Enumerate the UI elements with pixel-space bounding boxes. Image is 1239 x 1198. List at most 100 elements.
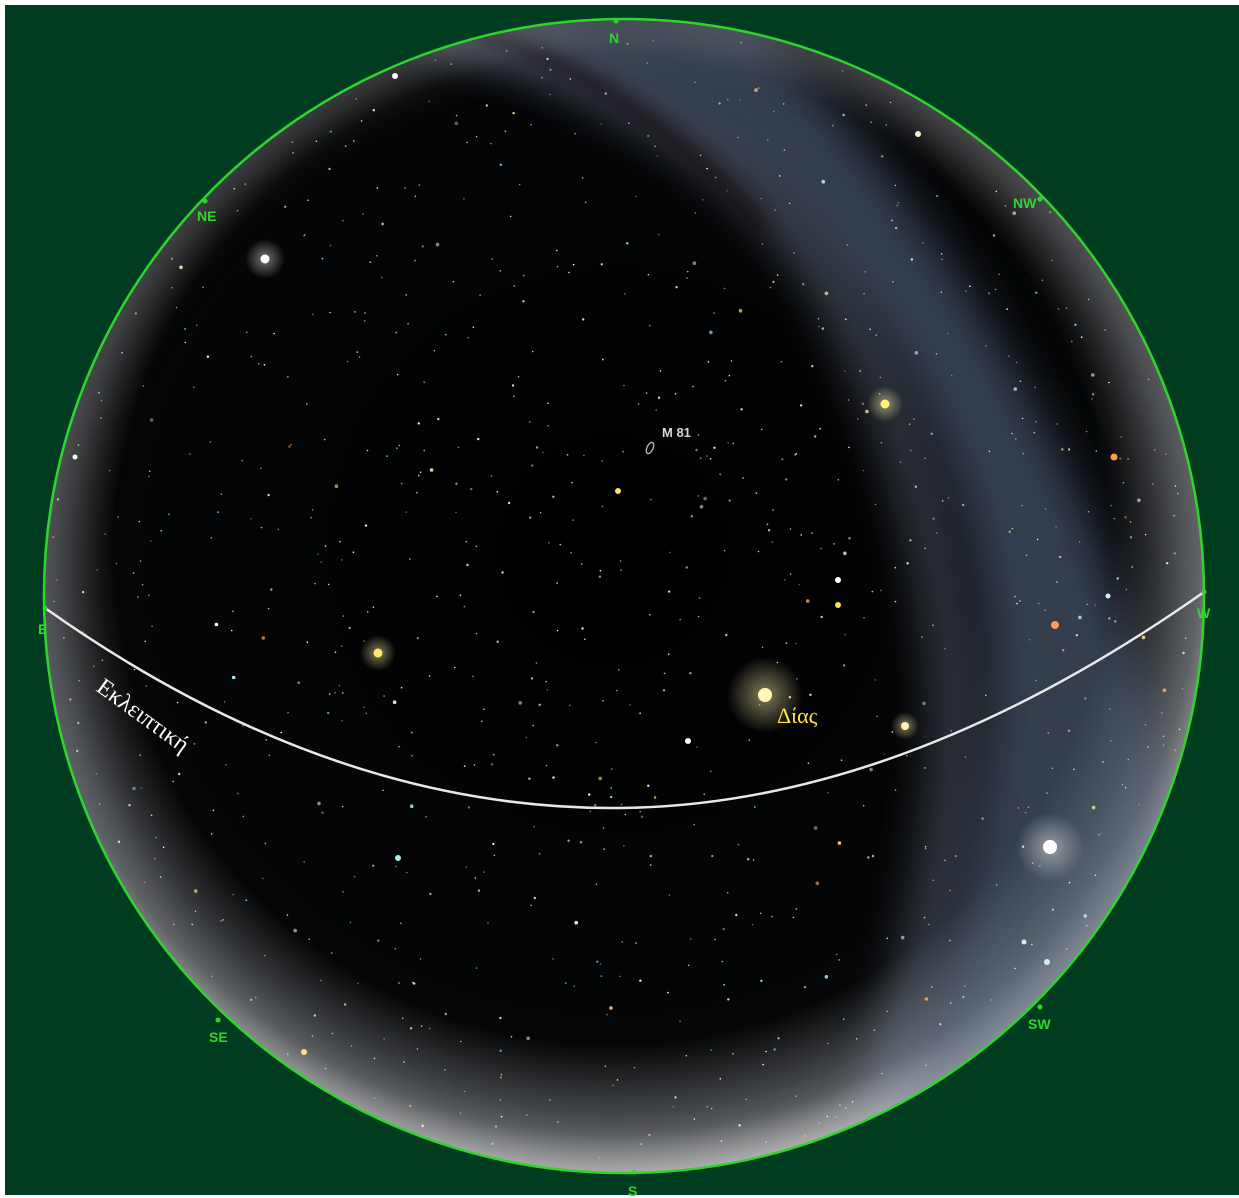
- tick-s: [631, 1169, 637, 1175]
- faint-star: [250, 355, 253, 358]
- faint-star: [689, 672, 692, 675]
- faint-star: [848, 446, 850, 449]
- faint-star: [546, 688, 549, 691]
- faint-star: [713, 312, 715, 314]
- faint-star: [803, 986, 807, 989]
- faint-star: [329, 311, 331, 314]
- faint-star: [745, 1098, 748, 1101]
- faint-star: [490, 475, 493, 477]
- faint-star: [864, 271, 867, 273]
- faint-star: [792, 916, 795, 919]
- faint-star: [653, 796, 657, 799]
- faint-star: [349, 921, 352, 924]
- faint-star: [409, 804, 414, 808]
- tick-w: [1201, 589, 1207, 595]
- faint-star: [843, 370, 846, 372]
- faint-star: [602, 358, 604, 361]
- faint-star: [395, 331, 398, 334]
- faint-star: [1184, 637, 1187, 639]
- faint-star: [773, 1048, 776, 1051]
- cardinal-e: E: [38, 621, 47, 637]
- faint-star: [1085, 924, 1088, 927]
- faint-star: [206, 355, 210, 358]
- faint-star: [1071, 340, 1073, 343]
- faint-star: [620, 569, 622, 571]
- faint-star: [547, 425, 549, 427]
- bright-star[interactable]: [395, 855, 401, 861]
- tick-e: [42, 605, 48, 611]
- faint-star: [328, 167, 331, 171]
- bright-star[interactable]: [1105, 593, 1111, 599]
- faint-star: [870, 121, 872, 123]
- bright-star[interactable]: [1110, 453, 1118, 461]
- faint-star: [894, 600, 897, 603]
- faint-star: [287, 1053, 289, 1056]
- faint-star: [784, 579, 786, 581]
- faint-star: [475, 967, 478, 969]
- faint-star: [429, 892, 432, 896]
- faint-star: [396, 447, 398, 450]
- bright-star[interactable]: [1021, 939, 1027, 945]
- faint-star: [924, 767, 926, 769]
- horizon-circle: [42, 17, 1206, 1175]
- faint-star: [626, 43, 629, 45]
- bright-star[interactable]: [615, 488, 621, 494]
- faint-star: [311, 509, 314, 511]
- faint-star: [437, 417, 440, 421]
- faint-star: [139, 754, 141, 756]
- planet-glow-icon[interactable]: [758, 688, 772, 702]
- bright-star[interactable]: [301, 1049, 307, 1055]
- faint-star: [423, 381, 426, 384]
- faint-star: [1174, 485, 1177, 487]
- faint-star: [394, 947, 397, 950]
- faint-star: [845, 318, 847, 321]
- faint-star: [151, 625, 153, 628]
- bright-star[interactable]: [373, 648, 383, 658]
- faint-star: [193, 386, 195, 389]
- faint-star: [244, 183, 247, 186]
- bright-star[interactable]: [835, 577, 841, 583]
- faint-star: [686, 270, 689, 273]
- faint-star: [263, 954, 266, 957]
- bright-star[interactable]: [880, 399, 890, 409]
- faint-star: [995, 884, 998, 886]
- faint-star: [799, 404, 803, 407]
- faint-star: [604, 92, 607, 95]
- faint-star: [693, 1118, 696, 1120]
- faint-star: [876, 715, 878, 718]
- bright-star[interactable]: [835, 602, 841, 608]
- bright-star[interactable]: [392, 73, 398, 79]
- faint-star: [513, 285, 516, 287]
- bright-star[interactable]: [72, 454, 78, 460]
- faint-star: [1152, 483, 1154, 485]
- bright-star[interactable]: [685, 738, 691, 744]
- faint-star: [223, 701, 226, 703]
- galaxy-ellipse-icon[interactable]: [645, 441, 656, 455]
- bright-star[interactable]: [260, 254, 270, 264]
- faint-star: [463, 765, 466, 767]
- faint-star: [1056, 581, 1058, 583]
- bright-star[interactable]: [901, 722, 909, 730]
- faint-star: [405, 294, 408, 296]
- faint-star: [132, 786, 136, 791]
- faint-star: [732, 442, 734, 445]
- bright-star[interactable]: [1043, 840, 1057, 854]
- faint-star: [365, 712, 368, 715]
- faint-star: [1065, 948, 1068, 950]
- faint-star: [1036, 538, 1039, 541]
- faint-star: [505, 50, 508, 52]
- faint-star: [862, 469, 865, 472]
- faint-star: [115, 562, 118, 565]
- bright-star[interactable]: [915, 131, 921, 137]
- faint-star: [423, 449, 426, 452]
- faint-star: [601, 505, 604, 508]
- faint-star: [1087, 510, 1090, 513]
- faint-star: [419, 958, 422, 960]
- bright-star[interactable]: [1044, 959, 1050, 965]
- faint-star: [466, 563, 469, 567]
- faint-star: [814, 435, 817, 438]
- bright-star[interactable]: [1051, 621, 1059, 629]
- faint-star: [436, 595, 438, 598]
- faint-star: [795, 1095, 797, 1097]
- faint-star: [409, 558, 411, 560]
